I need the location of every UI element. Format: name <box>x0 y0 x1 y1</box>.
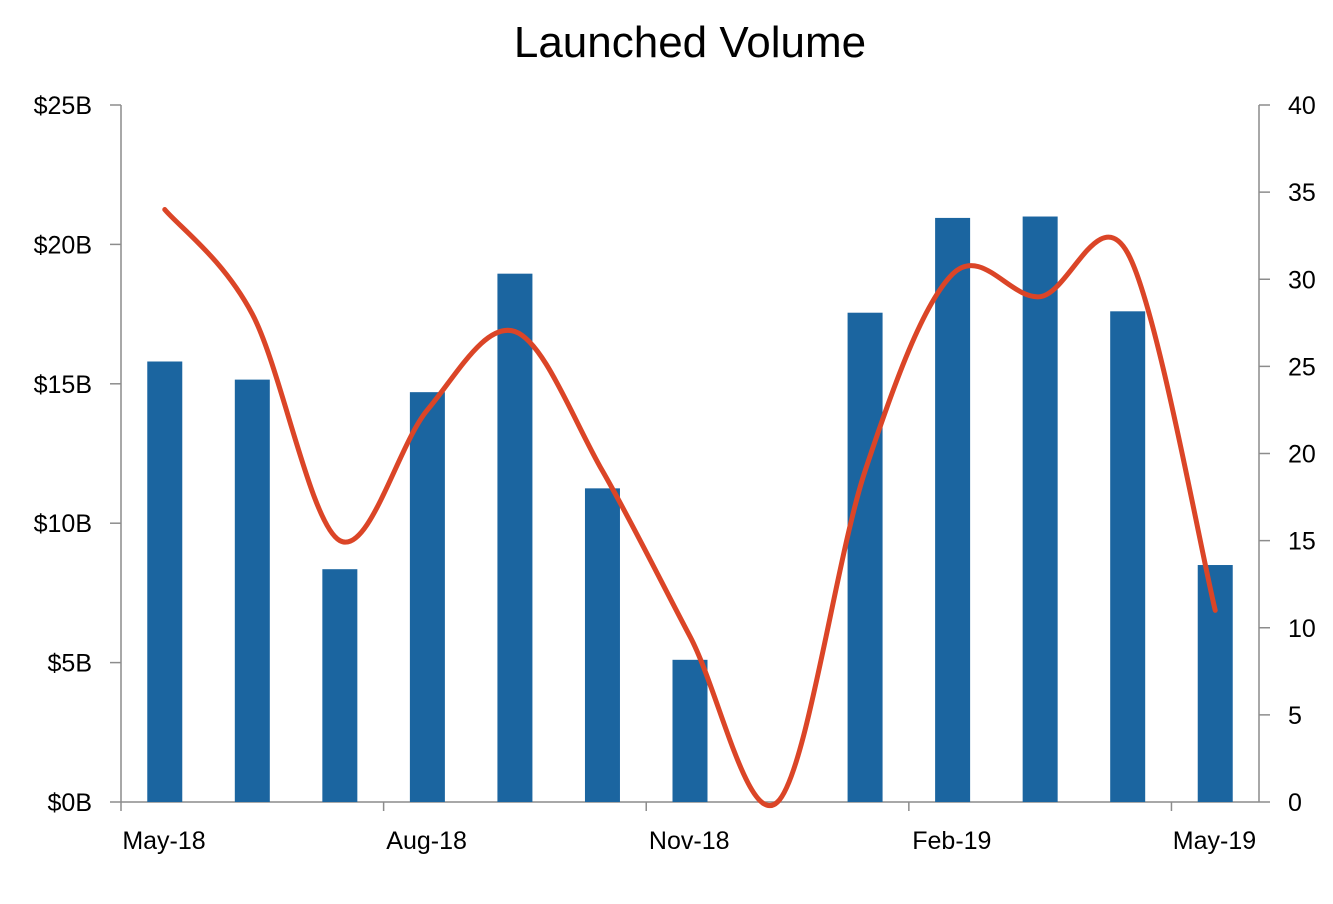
bar-Oct-18 <box>585 488 620 802</box>
right-y-tick-label: 10 <box>1288 615 1316 643</box>
bar-Feb-19 <box>935 218 970 802</box>
bar-Apr-19 <box>1110 311 1145 802</box>
right-y-tick-label: 40 <box>1288 92 1316 120</box>
right-y-tick-label: 35 <box>1288 179 1316 207</box>
x-tick-label: Aug-18 <box>386 827 467 855</box>
right-y-tick-label: 5 <box>1288 702 1302 730</box>
right-y-tick-label: 20 <box>1288 441 1316 469</box>
left-y-tick-label: $15B <box>34 371 92 399</box>
bar-May-18 <box>147 361 182 802</box>
bar-Aug-18 <box>410 392 445 802</box>
bar-Mar-19 <box>1023 217 1058 802</box>
left-y-tick-label: $5B <box>48 650 92 678</box>
x-tick-label: Nov-18 <box>649 827 730 855</box>
left-y-tick-label: $25B <box>34 92 92 120</box>
right-y-tick-label: 0 <box>1288 789 1302 817</box>
right-y-tick-label: 25 <box>1288 353 1316 381</box>
x-tick-label: Feb-19 <box>912 827 991 855</box>
bar-Jan-19 <box>848 313 883 802</box>
left-y-tick-label: $20B <box>34 231 92 259</box>
left-y-tick-label: $0B <box>48 789 92 817</box>
right-y-tick-label: 15 <box>1288 528 1316 556</box>
bar-Sep-18 <box>497 274 532 802</box>
left-y-tick-label: $10B <box>34 510 92 538</box>
chart-title: Launched Volume <box>514 18 866 67</box>
x-tick-label: May-19 <box>1173 827 1256 855</box>
x-tick-label: May-18 <box>122 827 205 855</box>
right-y-tick-label: 30 <box>1288 266 1316 294</box>
bar-Jun-18 <box>235 380 270 802</box>
bar-Nov-18 <box>673 660 708 802</box>
bar-Jul-18 <box>322 569 357 802</box>
bar-series-group <box>147 217 1232 802</box>
